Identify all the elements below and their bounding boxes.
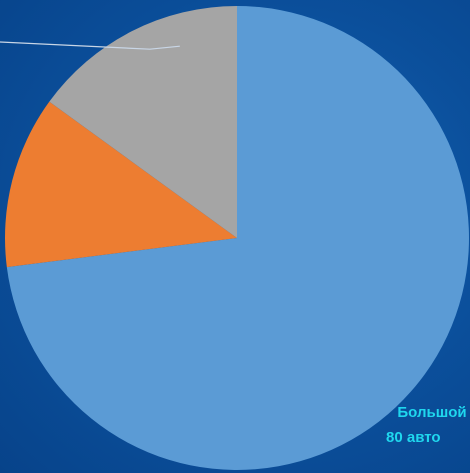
pie-slice-gray xyxy=(49,6,237,238)
slice-label-name: Большой xyxy=(397,404,467,421)
pie-slice-orange xyxy=(5,101,238,268)
pie-slice-large xyxy=(6,6,469,471)
slice-label-value: 80 авто xyxy=(386,429,441,446)
leader-line xyxy=(0,41,180,50)
